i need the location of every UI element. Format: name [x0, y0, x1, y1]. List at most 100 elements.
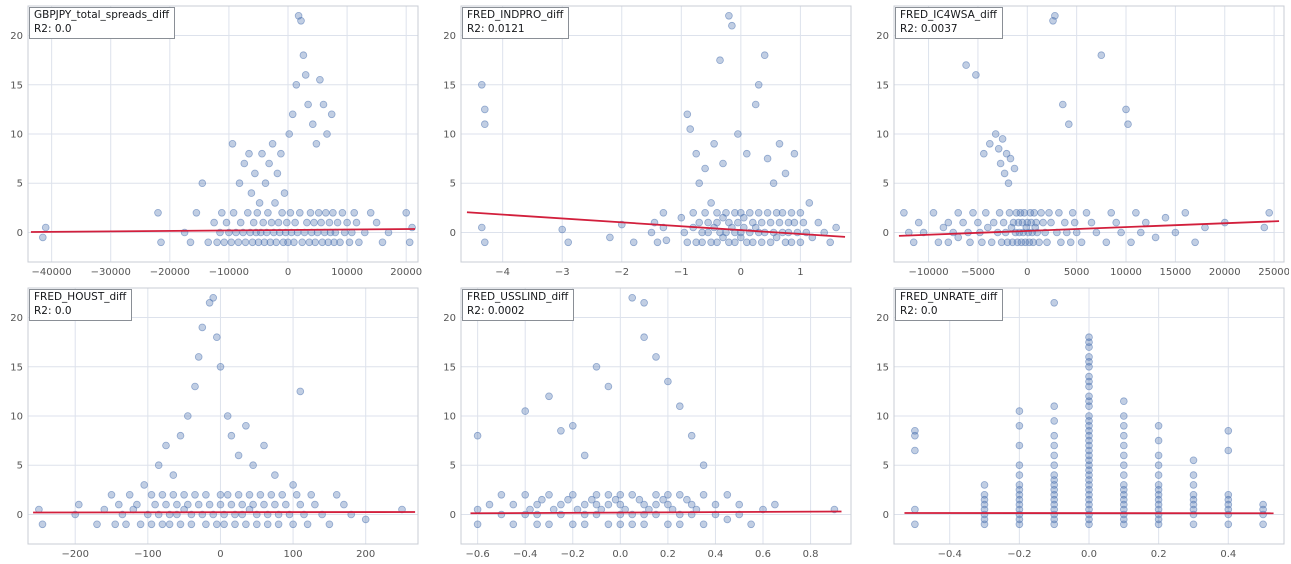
scatter-point: [698, 228, 706, 237]
scatter-point: [158, 520, 167, 529]
scatter-point: [111, 520, 119, 529]
panel-r2-label: R2: 0.0002: [467, 304, 525, 317]
x-tick-label: −0.6: [465, 549, 489, 560]
scatter-point: [699, 491, 708, 499]
scatter-point: [332, 491, 341, 499]
scatter-point: [187, 520, 196, 529]
scatter-point: [628, 491, 637, 499]
scatter-point: [325, 520, 334, 529]
scatter-point: [198, 323, 207, 332]
scatter-point: [41, 223, 50, 232]
scatter-point: [352, 218, 361, 227]
scatter-point: [676, 520, 684, 529]
panel-title-box: FRED_USSLIND_diff R2: 0.0002: [462, 289, 575, 322]
scatter-points: [477, 11, 840, 247]
scatter-point: [256, 491, 265, 499]
panel-fred-usslind-diff: −0.6 −0.4 −0.2 0.0 0.2 0.4 0.6 0.8 0 5 10 15 20 FRED…: [435, 284, 856, 562]
scatter-point: [1020, 209, 1029, 217]
scatter-point: [984, 223, 992, 232]
scatter-point: [742, 238, 751, 247]
scatter-point: [545, 491, 553, 499]
scatter-point: [136, 520, 145, 529]
x-tick-label: −40000: [32, 267, 72, 278]
scatter-point: [781, 169, 790, 178]
scatter-point: [259, 218, 268, 227]
scatter-point: [311, 500, 319, 509]
scatter-point: [739, 213, 748, 222]
x-tick-label: −0.2: [561, 549, 585, 560]
scatter-plot-svg: −40000 −30000 −20000 −10000 0 10000 20000 0 5 10 1…: [10, 5, 422, 278]
scatter-point: [1000, 169, 1009, 178]
scatter-point: [1085, 343, 1093, 351]
y-tick-label: 5: [450, 179, 456, 190]
scatter-point: [122, 520, 130, 529]
scatter-point: [1015, 407, 1024, 415]
x-tick-label: 0.8: [803, 549, 819, 560]
scatter-point: [787, 209, 796, 217]
x-tick-label: −10000: [908, 267, 948, 278]
scatter-point: [1037, 209, 1045, 217]
scatter-points: [900, 11, 1274, 247]
scatter-point: [557, 500, 565, 509]
scatter-point: [260, 500, 268, 509]
scatter-point: [640, 500, 648, 509]
scatter-point: [659, 495, 667, 504]
scatter-point: [213, 520, 221, 529]
scatter-point: [640, 520, 648, 529]
scatter-point: [683, 238, 692, 247]
scatter-plot-svg: −200 −100 0 100 200 0 5 10 15 20: [10, 287, 419, 560]
scatter-point: [757, 238, 766, 247]
y-tick-label: 5: [17, 461, 23, 472]
scatter-point: [220, 520, 228, 529]
scatter-point: [303, 218, 311, 227]
panel-title: GBPJPY_total_spreads_diff: [34, 9, 170, 21]
plot-border: [460, 5, 852, 263]
scatter-point: [253, 520, 261, 529]
scatter-point: [249, 500, 257, 509]
scatter-point: [604, 520, 613, 529]
x-tick-label: −5000: [961, 267, 995, 278]
scatter-point: [227, 431, 236, 440]
scatter-point: [1023, 218, 1032, 227]
scatter-point: [1012, 209, 1021, 217]
scatter-point: [477, 223, 486, 232]
scatter-point: [228, 140, 237, 148]
x-tick-label: −30000: [91, 267, 131, 278]
scatter-point: [310, 218, 318, 227]
y-tick-label: 15: [10, 80, 23, 91]
scatter-point: [722, 209, 730, 217]
scatter-point: [1154, 436, 1163, 445]
scatter-point: [299, 51, 308, 59]
scatter-point: [731, 209, 739, 217]
scatter-point: [1260, 223, 1269, 232]
scatter-point: [509, 520, 518, 529]
scatter-point: [1154, 451, 1163, 460]
scatter-point: [235, 179, 244, 188]
regression-line: [470, 510, 842, 515]
scatter-point: [728, 21, 736, 30]
scatter-point: [989, 218, 998, 227]
scatter-point: [319, 100, 328, 109]
scatter-point: [526, 505, 534, 514]
scatter-point: [814, 218, 823, 227]
panel-r2-label: R2: 0.0: [34, 22, 72, 35]
x-tick-label: 200: [356, 549, 375, 560]
y-tick-label: 5: [17, 179, 23, 190]
scatter-point: [997, 238, 1006, 247]
scatter-point: [707, 199, 715, 207]
scatter-point: [1015, 471, 1024, 479]
x-tick-label: −2: [614, 267, 629, 278]
scatter-point: [234, 491, 243, 499]
scatter-point: [533, 520, 541, 529]
scatter-point: [1120, 397, 1128, 405]
y-tick-label: 20: [10, 313, 23, 324]
scatter-point: [954, 233, 962, 242]
scatter-point: [545, 392, 553, 401]
scatter-point: [751, 100, 760, 109]
scatter-point: [986, 140, 994, 148]
scatter-point: [254, 238, 263, 247]
scatter-point: [1102, 238, 1111, 247]
panel-title-box: FRED_HOUST_diff R2: 0.0: [29, 289, 133, 322]
scatter-point: [1077, 238, 1086, 247]
scatter-point: [929, 209, 938, 217]
